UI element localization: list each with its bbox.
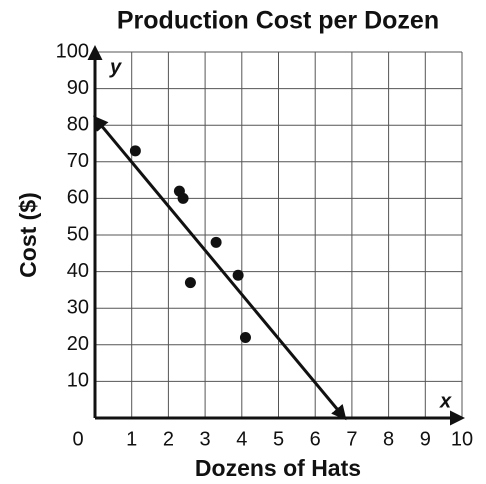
y-tick-label: 100 <box>56 40 89 62</box>
y-tick-label: 80 <box>67 113 89 135</box>
x-tick-label: 7 <box>346 428 357 450</box>
point <box>184 277 196 289</box>
chart-title: Production Cost per Dozen <box>117 7 439 35</box>
point <box>129 145 141 157</box>
x-tick-label: 0 <box>72 428 83 450</box>
x-tick-label: 9 <box>420 428 431 450</box>
point <box>210 236 222 248</box>
x-axis-letter: x <box>439 390 452 412</box>
point <box>232 269 244 281</box>
y-tick-label: 30 <box>67 296 89 318</box>
point <box>177 192 189 204</box>
y-tick-label: 60 <box>67 187 89 209</box>
y-tick-label: 10 <box>67 370 89 392</box>
y-tick-label: 20 <box>67 333 89 355</box>
x-tick-label: 10 <box>451 428 473 450</box>
x-tick-label: 2 <box>163 428 174 450</box>
point <box>239 331 251 343</box>
y-axis-letter: y <box>109 56 122 78</box>
x-tick-label: 1 <box>126 428 137 450</box>
x-tick-label: 5 <box>273 428 284 450</box>
x-tick-label: 8 <box>383 428 394 450</box>
y-tick-label: 90 <box>67 77 89 99</box>
y-tick-label: 70 <box>67 150 89 172</box>
x-tick-label: 6 <box>310 428 321 450</box>
x-tick-label: 3 <box>200 428 211 450</box>
x-tick-label: 4 <box>236 428 247 450</box>
trend-line <box>93 115 347 421</box>
y-axis-label: Cost ($) <box>15 192 41 278</box>
y-tick-label: 40 <box>67 260 89 282</box>
x-axis-label: Dozens of Hats <box>195 455 361 481</box>
y-tick-label: 50 <box>67 223 89 245</box>
